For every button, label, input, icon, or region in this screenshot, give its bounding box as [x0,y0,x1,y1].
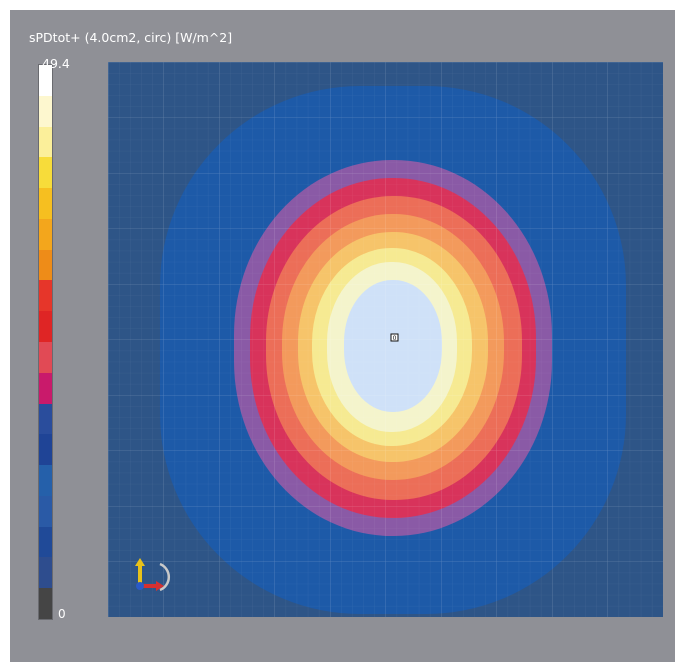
colorbar-segment [39,95,52,128]
colorbar-segment [39,311,52,343]
colorbar-segment [39,65,52,97]
colorbar-segment [39,126,52,158]
peak-marker-label: 0 [393,335,397,342]
colorbar-segment [39,434,52,466]
axes-orientation-icon[interactable] [126,556,172,596]
colorbar-segment [39,342,52,374]
colorbar-segment [39,188,52,220]
colorbar-segment [39,557,52,589]
colorbar-segment [39,495,52,528]
colorbar-title: sPDtot+ (4.0cm2, circ) [W/m^2] [29,30,233,45]
colorbar-segment [39,372,52,405]
colorbar-segment [39,526,52,558]
peak-marker: 0 [390,333,399,342]
colorbar-segment [39,588,52,620]
major-grid [108,62,663,617]
colorbar-segment [39,465,52,497]
colorbar-min-label: 0 [58,607,66,621]
colorbar-segment [39,249,52,281]
colorbar-segment [39,403,52,435]
colorbar-max-label: 49.4 [42,56,70,71]
colorbar-segment [39,157,52,189]
colorbar [38,64,53,620]
colorbar-segment [39,218,52,251]
colorbar-segment [39,280,52,312]
